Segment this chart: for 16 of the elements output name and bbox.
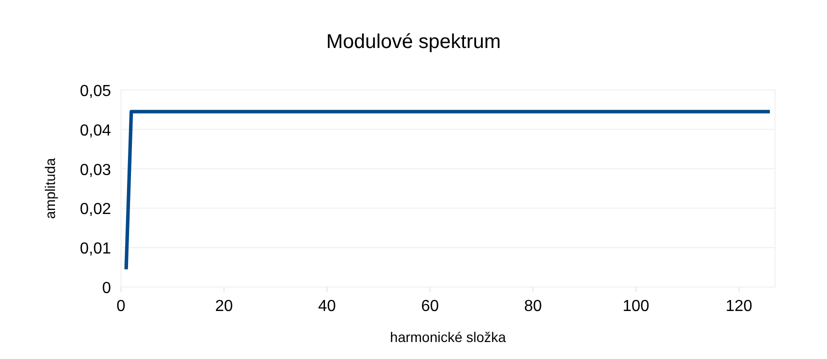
y-axis-title: amplituda xyxy=(42,158,58,219)
y-tick-label: 0,03 xyxy=(80,162,112,179)
x-tick-label: 20 xyxy=(215,298,233,315)
y-tick-label: 0,04 xyxy=(80,122,112,140)
x-tick-label: 100 xyxy=(622,298,650,315)
y-tick-label: 0,01 xyxy=(80,240,112,258)
chart-title: Modulové spektrum xyxy=(326,31,501,53)
x-tick-label: 80 xyxy=(524,298,542,315)
x-tick-label: 60 xyxy=(421,298,439,315)
x-tick-label: 120 xyxy=(726,298,752,315)
y-tick-label: 0,02 xyxy=(80,201,112,218)
y-tick-label: 0 xyxy=(102,280,112,297)
x-tick-label: 0 xyxy=(116,298,126,315)
x-tick-label: 40 xyxy=(318,298,336,315)
y-tick-label: 0,05 xyxy=(80,83,112,100)
x-axis-title: harmonické složka xyxy=(390,329,506,345)
